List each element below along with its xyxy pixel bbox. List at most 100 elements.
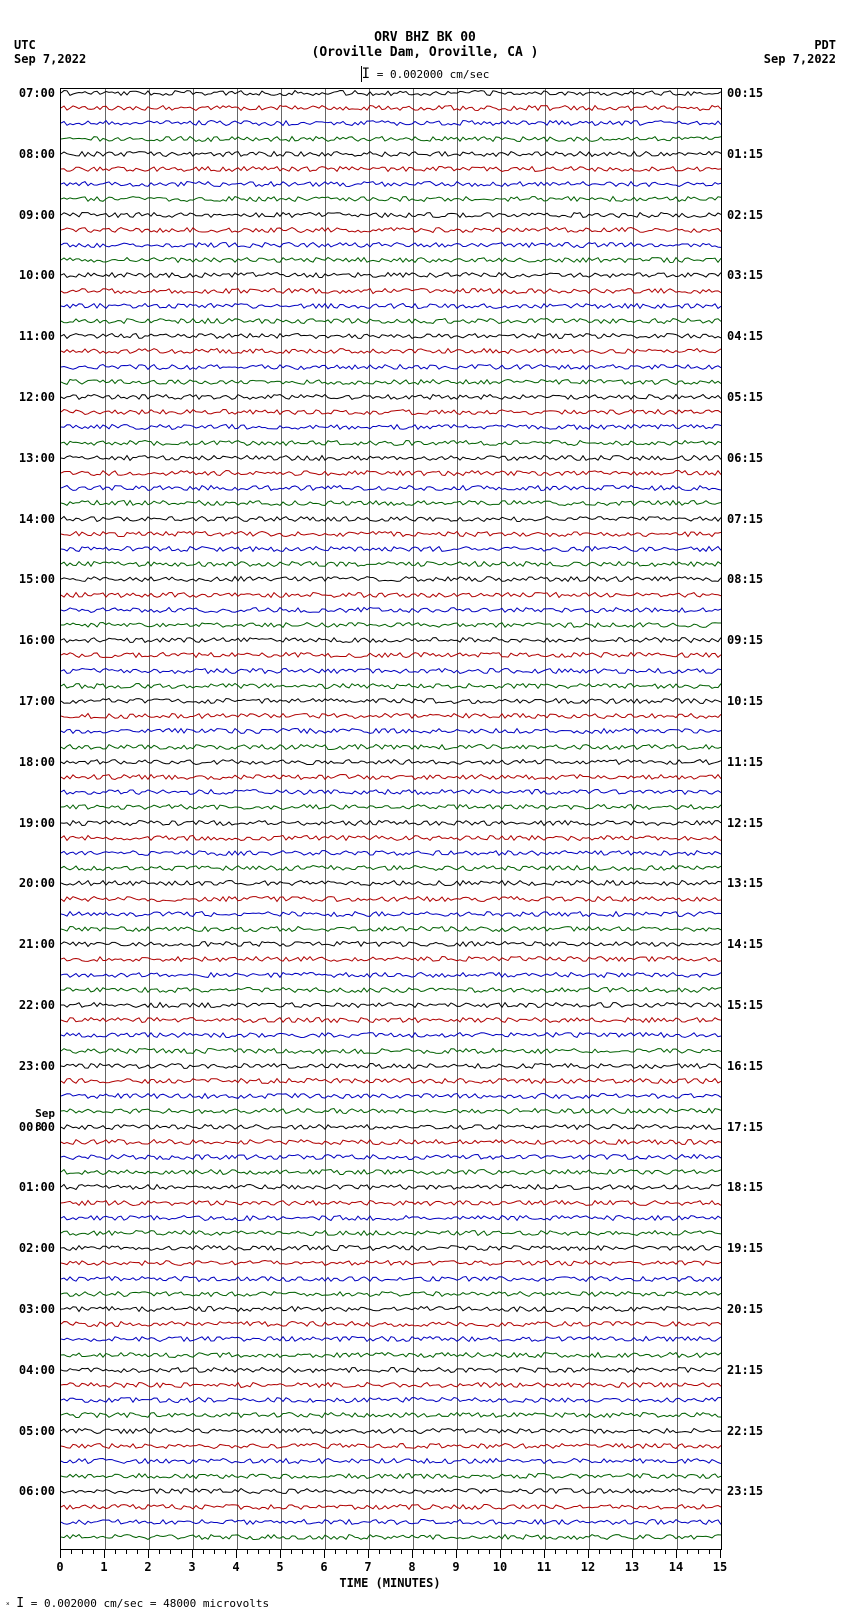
x-tick-label: 2: [144, 1560, 151, 1574]
x-tick-label: 6: [320, 1560, 327, 1574]
trace-row: [61, 686, 721, 687]
trace-row: [61, 1157, 721, 1158]
x-minor-tick: [566, 1550, 567, 1554]
x-minor-tick: [654, 1550, 655, 1554]
trace-row: [61, 1309, 721, 1310]
trace-row: [61, 807, 721, 808]
x-minor-tick: [181, 1550, 182, 1554]
x-tick: [280, 1550, 281, 1558]
tz-right-label: PDT: [764, 38, 836, 52]
scale-note-text: = 0.002000 cm/sec: [377, 68, 490, 81]
x-tick-label: 3: [188, 1560, 195, 1574]
time-label-left: 23:00: [19, 1059, 55, 1073]
trace-row: [61, 1066, 721, 1067]
time-label-left: 22:00: [19, 998, 55, 1012]
x-minor-tick: [643, 1550, 644, 1554]
x-tick-label: 10: [493, 1560, 507, 1574]
x-tick-label: 12: [581, 1560, 595, 1574]
header: ORV BHZ BK 00 (Oroville Dam, Oroville, C…: [0, 0, 850, 82]
trace-row: [61, 306, 721, 307]
trace-row: [61, 944, 721, 945]
trace-row: [61, 1081, 721, 1082]
x-minor-tick: [214, 1550, 215, 1554]
trace-row: [61, 883, 721, 884]
trace-row: [61, 975, 721, 976]
x-minor-tick: [269, 1550, 270, 1554]
time-label-right: 14:15: [727, 937, 763, 951]
time-label-left: 19:00: [19, 816, 55, 830]
trace-row: [61, 321, 721, 322]
time-label-right: 21:15: [727, 1363, 763, 1377]
x-minor-tick: [555, 1550, 556, 1554]
plot-area: 07:0008:0009:0010:0011:0012:0013:0014:00…: [60, 88, 722, 1550]
trace-row: [61, 1324, 721, 1325]
x-tick: [324, 1550, 325, 1558]
trace-row: [61, 336, 721, 337]
x-minor-tick: [434, 1550, 435, 1554]
trace-row: [61, 716, 721, 717]
trace-row: [61, 291, 721, 292]
trace-row: [61, 215, 721, 216]
time-label-right: 08:15: [727, 572, 763, 586]
trace-row: [61, 701, 721, 702]
x-tick: [588, 1550, 589, 1558]
trace-row: [61, 1415, 721, 1416]
x-tick: [60, 1550, 61, 1558]
trace-row: [61, 275, 721, 276]
x-axis: TIME (MINUTES) 0123456789101112131415: [60, 1550, 720, 1590]
tz-left-label: UTC: [14, 38, 86, 52]
time-label-left: 06:00: [19, 1484, 55, 1498]
x-tick: [500, 1550, 501, 1558]
title-line1: ORV BHZ BK 00: [0, 30, 850, 45]
trace-row: [61, 1263, 721, 1264]
trace-row: [61, 899, 721, 900]
trace-row: [61, 488, 721, 489]
trace-row: [61, 747, 721, 748]
trace-row: [61, 260, 721, 261]
trace-row: [61, 93, 721, 94]
time-label-right: 04:15: [727, 329, 763, 343]
trace-row: [61, 640, 721, 641]
x-minor-tick: [478, 1550, 479, 1554]
x-minor-tick: [203, 1550, 204, 1554]
scale-note: I = 0.002000 cm/sec: [0, 66, 850, 82]
x-tick-label: 7: [364, 1560, 371, 1574]
x-minor-tick: [170, 1550, 171, 1554]
x-minor-tick: [401, 1550, 402, 1554]
x-minor-tick: [225, 1550, 226, 1554]
tz-left-date: Sep 7,2022: [14, 52, 86, 66]
trace-row: [61, 1461, 721, 1462]
trace-row: [61, 671, 721, 672]
x-tick: [192, 1550, 193, 1558]
trace-row: [61, 1096, 721, 1097]
x-minor-tick: [335, 1550, 336, 1554]
trace-row: [61, 1172, 721, 1173]
time-label-right: 18:15: [727, 1180, 763, 1194]
x-tick-label: 9: [452, 1560, 459, 1574]
trace-row: [61, 473, 721, 474]
trace-row: [61, 579, 721, 580]
x-tick-label: 13: [625, 1560, 639, 1574]
x-tick-label: 15: [713, 1560, 727, 1574]
x-minor-tick: [346, 1550, 347, 1554]
trace-row: [61, 1355, 721, 1356]
trace-row: [61, 1248, 721, 1249]
trace-row: [61, 929, 721, 930]
x-minor-tick: [159, 1550, 160, 1554]
x-tick: [368, 1550, 369, 1558]
x-minor-tick: [423, 1550, 424, 1554]
trace-row: [61, 1431, 721, 1432]
trace-row: [61, 503, 721, 504]
time-label-right: 07:15: [727, 512, 763, 526]
trace-row: [61, 868, 721, 869]
seismogram-container: UTC Sep 7,2022 PDT Sep 7,2022 ORV BHZ BK…: [0, 0, 850, 1613]
time-label-right: 02:15: [727, 208, 763, 222]
trace-row: [61, 1005, 721, 1006]
time-label-left: 20:00: [19, 876, 55, 890]
time-label-right: 00:15: [727, 86, 763, 100]
trace-row: [61, 1400, 721, 1401]
trace-row: [61, 443, 721, 444]
x-tick: [236, 1550, 237, 1558]
trace-row: [61, 412, 721, 413]
trace-row: [61, 1020, 721, 1021]
